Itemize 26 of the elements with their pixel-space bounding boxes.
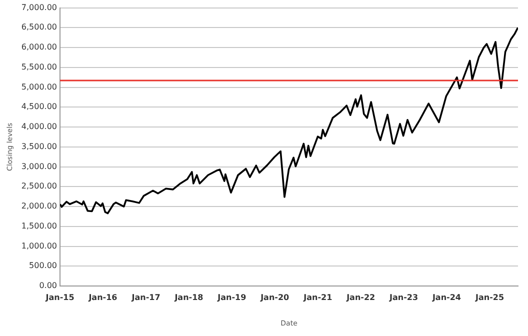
x-tick-label: Jan-21 xyxy=(302,292,333,302)
y-tick-label: 1,500.00 xyxy=(21,221,58,230)
x-tick-label: Jan-24 xyxy=(431,292,462,302)
y-tick-label: 4,000.00 xyxy=(21,122,58,132)
y-tick-label: 6,000.00 xyxy=(21,42,58,52)
x-tick-label: Jan-17 xyxy=(130,292,160,302)
y-tick-label: 0.00 xyxy=(39,281,58,290)
y-tick-label: 1,000.00 xyxy=(21,241,58,250)
x-tick-label: Jan-15 xyxy=(44,292,75,302)
y-tick-label: 6,500.00 xyxy=(21,22,58,32)
y-tick-label: 3,000.00 xyxy=(21,162,58,171)
x-tick-label: Jan-19 xyxy=(216,292,247,302)
x-tick-label: Jan-18 xyxy=(174,292,204,302)
y-tick-label: 4,500.00 xyxy=(21,102,58,112)
x-tick-label: Jan-23 xyxy=(388,292,418,302)
y-tick-label: 500.00 xyxy=(29,261,58,270)
y-tick-label: 3,500.00 xyxy=(21,142,58,151)
y-tick-label: 2,000.00 xyxy=(21,202,58,211)
y-tick-label: 7,000.00 xyxy=(21,2,58,12)
x-tick-label: Jan-20 xyxy=(260,292,290,302)
x-tick-label: Jan-22 xyxy=(346,292,376,302)
y-tick-label: 5,500.00 xyxy=(21,62,58,72)
y-tick-label: 5,000.00 xyxy=(21,82,58,92)
x-tick-label: Jan-25 xyxy=(474,292,504,302)
x-tick-label: Jan-16 xyxy=(88,292,118,302)
y-tick-label: 2,500.00 xyxy=(21,182,58,191)
